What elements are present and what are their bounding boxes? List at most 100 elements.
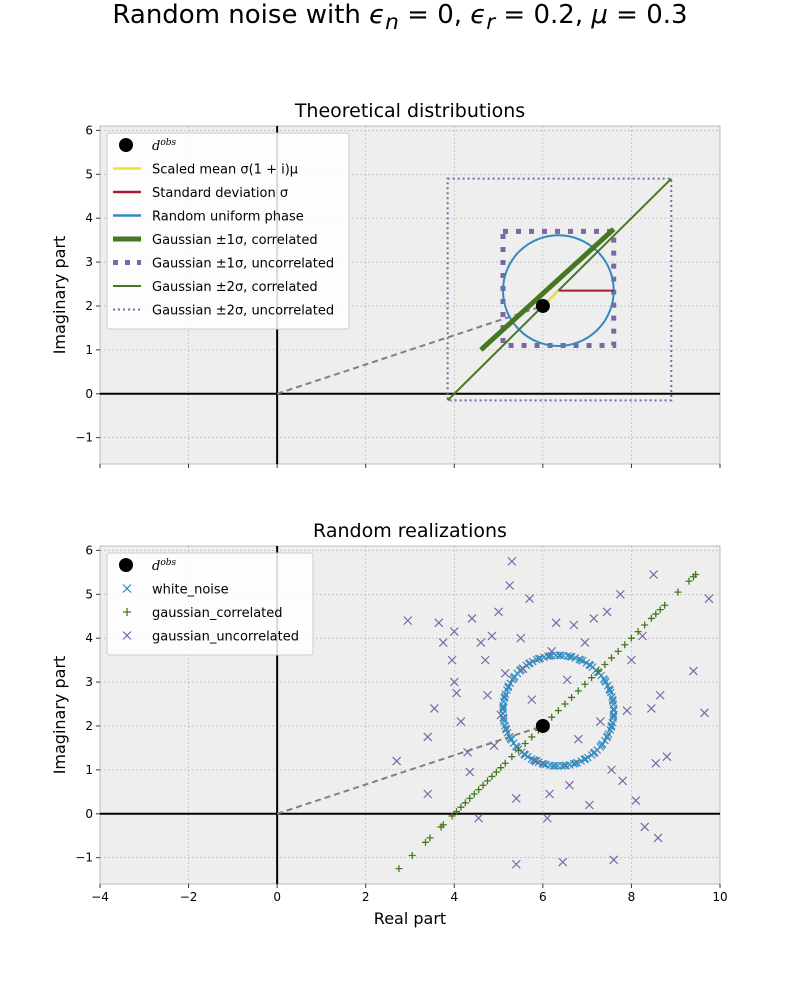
gaussian-uncorrelated-point [474, 813, 484, 823]
gaussian-correlated-point [634, 628, 642, 636]
gaussian-correlated-point [685, 577, 693, 585]
gaussian-uncorrelated-point [551, 618, 561, 628]
white-noise-point [502, 724, 510, 733]
gaussian-uncorrelated-point [607, 765, 616, 775]
white-noise-point [601, 678, 610, 686]
y-tick-label: 2 [85, 719, 93, 733]
gaussian-uncorrelated-point [507, 556, 517, 566]
gaussian-correlated-point [656, 606, 664, 614]
legend-marker-obs [119, 558, 133, 572]
y-tick-label: 3 [85, 255, 93, 269]
legend-label: dobs [152, 558, 177, 574]
x-tick-label: −2 [180, 890, 198, 904]
white-noise-point [566, 652, 575, 661]
gaussian-uncorrelated-point [467, 614, 477, 623]
gaussian-correlated-point [627, 634, 635, 642]
gaussian-uncorrelated-point [638, 631, 647, 641]
white-noise-point [499, 705, 507, 714]
white-noise-point [571, 759, 580, 768]
gaussian-uncorrelated-point [662, 752, 672, 762]
gaussian-2sigma-uncorrelated-box [446, 177, 673, 402]
white-noise-point [534, 654, 543, 663]
white-noise-point [539, 760, 548, 768]
gaussian-correlated-point [594, 667, 602, 675]
legend-label: Standard deviation σ [152, 186, 288, 201]
gaussian-uncorrelated-point [438, 638, 448, 647]
gaussian-uncorrelated-point [429, 703, 439, 713]
gaussian-uncorrelated-point [487, 631, 497, 641]
x-tick-label: 0 [273, 890, 281, 904]
white-noise-point [578, 656, 587, 665]
gaussian-correlated-point [395, 865, 403, 873]
gaussian-correlated-point [647, 614, 655, 622]
gaussian-uncorrelated-point [476, 638, 486, 647]
gaussian-uncorrelated-point [403, 616, 413, 626]
white-noise-point [576, 656, 585, 664]
gaussian-correlated-point [608, 654, 615, 662]
gaussian-correlated-point [652, 610, 660, 618]
dashed-origin-line [276, 725, 544, 815]
y-axis-label: Imaginary part [50, 656, 69, 775]
gaussian-uncorrelated-point [704, 594, 714, 604]
white-noise-point [549, 761, 558, 770]
x-tick-label: 8 [628, 890, 636, 904]
y-tick-label: 4 [85, 631, 93, 645]
panel-1: −1 0 1 2 3 4 5 6 Theoretical distributions Imagin… [50, 100, 721, 468]
gaussian-correlated-point [475, 786, 483, 794]
gaussian-correlated-point [521, 740, 529, 748]
gaussian-correlated-point [408, 851, 416, 859]
gaussian-uncorrelated-point [700, 708, 709, 718]
gaussian-correlated-point [457, 803, 465, 811]
y-tick-label: 1 [85, 763, 93, 777]
gaussian-uncorrelated-point [627, 655, 636, 665]
legend-label: Gaussian ±1σ, correlated [152, 233, 318, 248]
gaussian-correlated-point [448, 812, 456, 820]
gaussian-uncorrelated-point [569, 620, 579, 630]
gaussian-uncorrelated-point [494, 607, 503, 617]
legend: dobs white_noise gaussian_correlatedgaussi… [106, 552, 314, 656]
gaussian-uncorrelated-point [602, 607, 612, 617]
y-tick-label: 1 [85, 343, 93, 357]
white-noise-point [606, 725, 615, 734]
y-tick-label: 4 [85, 211, 93, 225]
gaussian-correlated-point [588, 674, 596, 682]
gaussian-uncorrelated-point [500, 668, 510, 678]
legend-marker-gaussian-uncorrelated [122, 631, 132, 640]
gaussian-uncorrelated-point [449, 677, 459, 687]
gaussian-uncorrelated-point [496, 710, 506, 720]
legend: dobs Scaled mean σ(1 + i)μ Standard deviat… [106, 132, 350, 330]
gaussian-uncorrelated-point [511, 859, 521, 869]
y-tick-label: 6 [85, 123, 93, 137]
gaussian-correlated-point [422, 838, 429, 846]
gaussian-correlated-point [501, 759, 509, 767]
gaussian-uncorrelated-point [615, 589, 625, 599]
x-tick-label: 10 [712, 890, 727, 904]
gaussian-correlated-point [488, 772, 496, 780]
white-noise-point [505, 732, 514, 741]
gaussian-uncorrelated-point [489, 741, 499, 751]
gaussian-uncorrelated-point [640, 822, 650, 832]
y-tick-label: 2 [85, 299, 93, 313]
gaussian-correlated-point [492, 768, 500, 776]
legend-label: Gaussian ±1σ, uncorrelated [152, 257, 334, 272]
y-tick-label: 5 [85, 167, 93, 181]
legend-label: Gaussian ±2σ, uncorrelated [152, 304, 334, 319]
gaussian-2sigma-correlated-line [446, 177, 672, 402]
gaussian-uncorrelated-point [655, 690, 665, 700]
panel-title: Random realizations [313, 520, 507, 542]
legend-label: gaussian_correlated [152, 606, 283, 621]
gaussian-correlated-point [439, 821, 447, 829]
gaussian-correlated-point [515, 746, 522, 754]
gaussian-correlated-point [453, 808, 460, 816]
white-noise-point [600, 736, 609, 745]
legend-label: white_noise [152, 583, 229, 598]
gaussian-uncorrelated-point [531, 756, 541, 766]
legend-label: Gaussian ±2σ, correlated [152, 280, 318, 295]
legend-label: Random uniform phase [152, 210, 304, 225]
white-noise-point [501, 690, 510, 699]
gaussian-uncorrelated-point [434, 618, 444, 628]
legend-box [106, 132, 350, 330]
white-noise-point [509, 739, 518, 748]
gaussian-uncorrelated-point [545, 789, 554, 799]
